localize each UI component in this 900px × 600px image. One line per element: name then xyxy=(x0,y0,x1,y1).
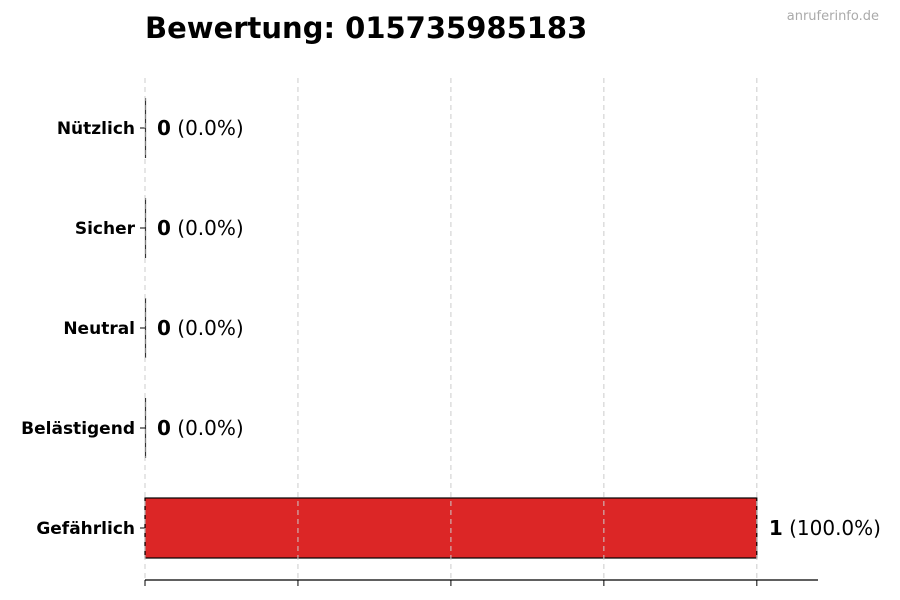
chart-title: Bewertung: 015735985183 xyxy=(145,11,588,45)
data-label: 0 (0.0%) xyxy=(157,316,244,340)
y-tick-label: Nützlich xyxy=(57,119,135,139)
data-label: 1 (100.0%) xyxy=(769,516,881,540)
y-tick-label: Gefährlich xyxy=(36,519,135,539)
y-tick-label: Sicher xyxy=(75,219,136,239)
data-label: 0 (0.0%) xyxy=(157,416,244,440)
data-label: 0 (0.0%) xyxy=(157,216,244,240)
watermark: anruferinfo.de xyxy=(786,9,879,24)
y-tick-label: Neutral xyxy=(63,319,135,339)
data-label: 0 (0.0%) xyxy=(157,116,244,140)
y-tick-label: Belästigend xyxy=(21,419,135,439)
